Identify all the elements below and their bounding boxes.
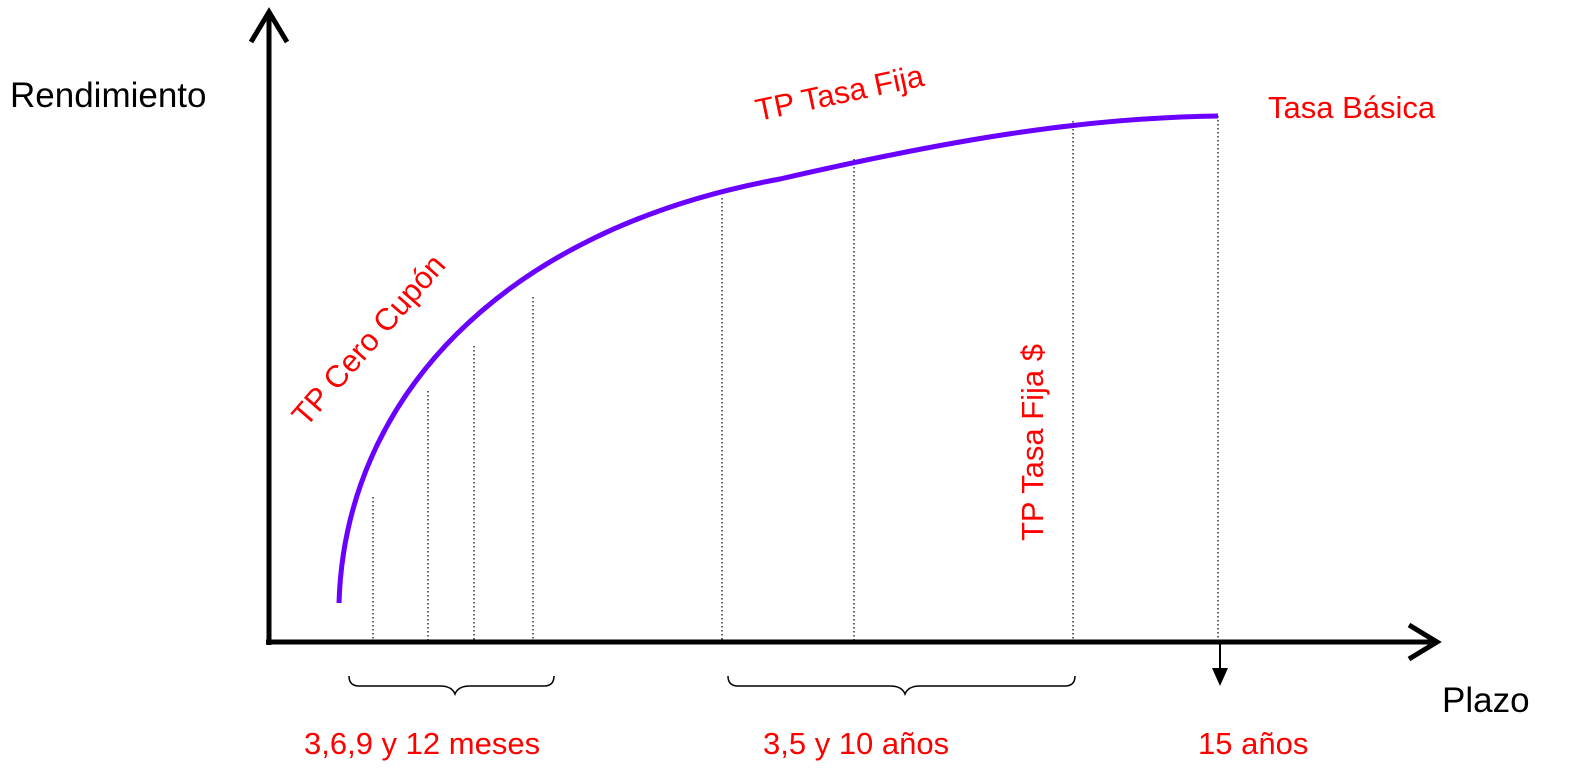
fifteen-year-down-arrow (1212, 644, 1228, 686)
y-axis-label: Rendimiento (10, 76, 207, 115)
label-tasa-fija-usd: TP Tasa Fija $ (1015, 344, 1050, 541)
maturity-label-years: 3,5 y 10 años (763, 726, 949, 761)
yield-curve (336, 113, 1219, 604)
x-axis-label: Plazo (1442, 681, 1530, 720)
maturity-label-15-years: 15 años (1198, 726, 1308, 761)
x-axis-arrowhead (1407, 622, 1442, 662)
y-axis-arrowhead (248, 7, 290, 44)
label-tasa-basica: Tasa Básica (1268, 90, 1436, 125)
label-cero-cupon: TP Cero Cupón (285, 247, 452, 432)
brace-months (348, 675, 555, 697)
brace-years (727, 675, 1076, 697)
maturity-label-months: 3,6,9 y 12 meses (304, 726, 540, 761)
label-tasa-fija: TP Tasa Fija (752, 58, 927, 128)
maturity-drop-lines (372, 116, 1219, 641)
axes (248, 7, 1442, 662)
